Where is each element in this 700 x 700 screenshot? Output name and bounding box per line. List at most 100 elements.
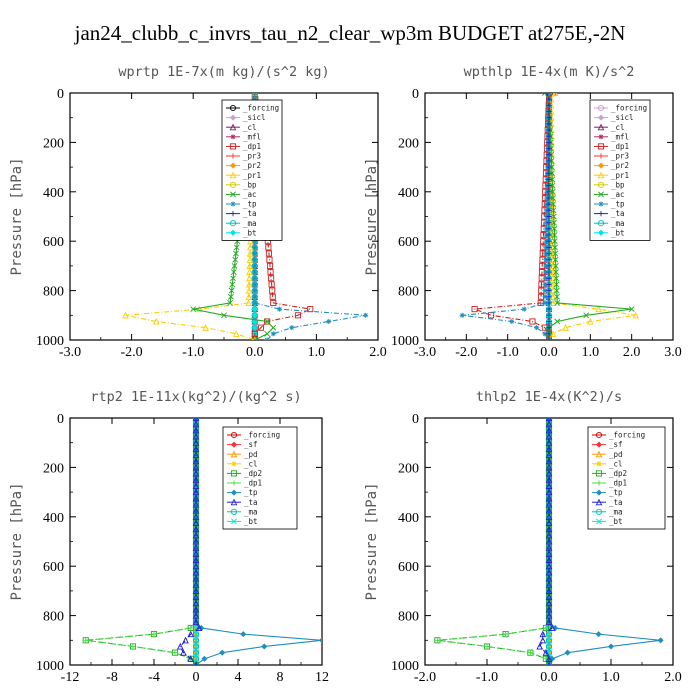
series-group <box>82 418 322 665</box>
x-tick-label: 1.0 <box>582 345 600 360</box>
data-point <box>546 300 552 306</box>
data-point <box>546 306 552 312</box>
series-line <box>85 418 197 665</box>
data-point <box>527 650 533 656</box>
legend-label: _pd <box>244 450 258 459</box>
data-point <box>294 312 301 319</box>
legend-marker <box>596 480 602 486</box>
x-tick-label: 0.0 <box>540 345 558 360</box>
data-point <box>251 312 258 319</box>
data-point <box>546 257 552 263</box>
data-point <box>266 256 273 263</box>
series-ta <box>536 418 556 665</box>
y-tick-label: 600 <box>43 235 64 250</box>
data-point <box>552 256 559 263</box>
data-point <box>245 299 252 306</box>
data-point <box>549 182 556 189</box>
data-point <box>233 244 240 251</box>
y-tick-label: 800 <box>398 285 419 300</box>
panel-title: wprtp 1E-7x(m kg)/(s^2 kg) <box>118 64 329 80</box>
data-point <box>595 631 602 638</box>
legend-marker <box>230 470 238 477</box>
data-point <box>583 312 590 319</box>
y-tick-label: 600 <box>43 560 64 575</box>
legend-marker <box>598 153 604 159</box>
y-tick-label: 1000 <box>391 659 419 674</box>
data-point <box>546 250 552 257</box>
data-point <box>246 268 253 276</box>
data-point <box>257 324 265 331</box>
x-tick-label: -2.0 <box>455 345 477 360</box>
data-point <box>543 238 549 244</box>
data-point <box>246 243 254 251</box>
series-line <box>179 418 200 665</box>
data-point <box>542 281 548 288</box>
data-point <box>546 275 552 281</box>
data-point <box>546 643 552 650</box>
y-tick-label: 400 <box>43 511 64 526</box>
data-point <box>245 286 253 294</box>
legend-label: _bt <box>244 517 258 526</box>
data-point <box>553 269 559 275</box>
legend-marker <box>229 229 237 236</box>
x-tick-label: -2.0 <box>414 670 436 685</box>
data-point <box>546 170 552 176</box>
x-tick-label: -2.0 <box>121 345 143 360</box>
y-tick-label: 1000 <box>391 334 419 349</box>
legend-marker <box>229 104 237 112</box>
data-point <box>231 262 238 269</box>
legend-label: _ma <box>611 219 625 228</box>
data-point <box>549 286 557 294</box>
data-point <box>549 188 556 195</box>
x-tick-label: -3.0 <box>59 345 81 360</box>
data-point <box>546 649 552 656</box>
legend-marker <box>230 508 238 515</box>
legend-label: _bp <box>243 180 257 189</box>
data-point <box>245 280 253 288</box>
data-point <box>551 225 558 232</box>
data-point <box>551 219 557 226</box>
legend-label: _tp <box>609 488 623 497</box>
x-tick-label: 3.0 <box>664 345 682 360</box>
legend-marker <box>229 143 237 150</box>
data-point <box>193 631 199 638</box>
series-ta <box>176 418 203 665</box>
data-point <box>192 618 200 625</box>
data-point <box>326 318 332 325</box>
data-point <box>187 655 195 662</box>
data-point <box>542 269 549 275</box>
chart-panel-1: wprtp 1E-7x(m kg)/(s^2 kg) Pressure [hPa]… <box>9 64 387 360</box>
data-point <box>546 96 552 102</box>
legend-box <box>589 99 651 241</box>
data-point <box>595 305 602 313</box>
data-point <box>264 337 270 340</box>
data-point <box>551 232 558 238</box>
data-point <box>193 655 199 662</box>
data-point <box>554 300 561 306</box>
data-point <box>246 274 253 282</box>
legend-marker <box>598 191 604 198</box>
data-point <box>546 637 552 644</box>
data-point <box>252 263 258 269</box>
data-point <box>553 287 560 294</box>
y-tick-label: 600 <box>398 235 419 250</box>
data-point <box>230 269 237 275</box>
data-point <box>221 312 227 319</box>
legend-label: _cl <box>611 123 625 132</box>
y-tick-label: 400 <box>398 186 419 201</box>
x-tick-label: -8 <box>106 670 118 685</box>
data-point <box>546 337 552 340</box>
data-point <box>232 256 239 263</box>
data-point <box>546 164 552 170</box>
data-point <box>542 288 548 294</box>
data-point <box>240 631 247 638</box>
legend-label: _forcing <box>609 431 645 440</box>
data-point <box>266 262 274 269</box>
y-tick-label: 400 <box>398 511 419 526</box>
series-line <box>254 93 312 340</box>
data-point <box>269 293 276 300</box>
legend-label: _sicl <box>611 113 634 122</box>
legend-box <box>221 99 283 241</box>
data-point <box>542 300 548 306</box>
